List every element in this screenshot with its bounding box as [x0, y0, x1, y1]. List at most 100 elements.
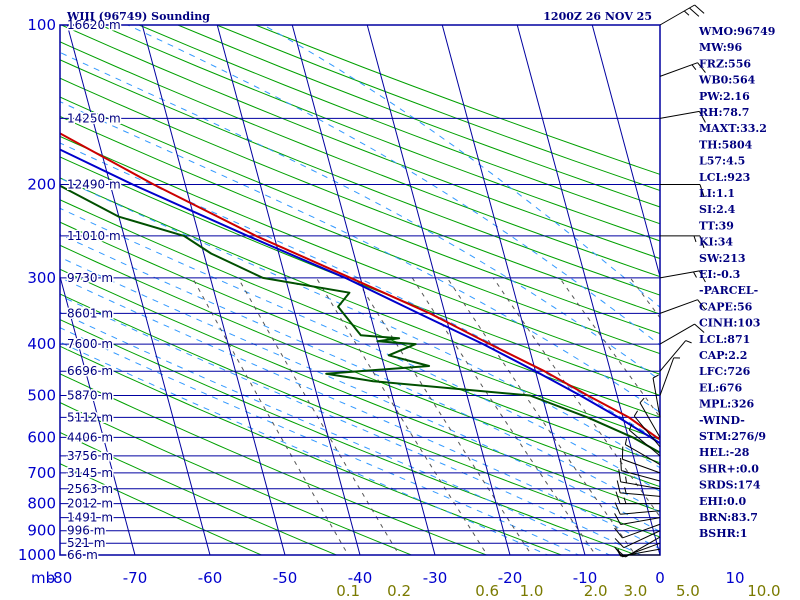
index-value: BRN:83.7	[699, 511, 758, 524]
mixing-ratio-label: 2.0	[584, 582, 608, 600]
height-label: 3756 m	[67, 449, 113, 463]
height-label: 996 m	[67, 524, 105, 538]
wind-barb-half-flag	[693, 271, 697, 278]
temperature-tick-label: -10	[573, 569, 598, 587]
wind-barb-flag	[616, 480, 621, 493]
index-value: CAPE:56	[699, 300, 753, 313]
dry-adiabat	[60, 221, 660, 464]
wind-barb-staff	[620, 517, 661, 526]
index-value: EHI:0.0	[699, 495, 746, 508]
wind-barb-flag	[614, 546, 623, 558]
mixing-ratio-label: 0.1	[336, 582, 360, 600]
dry-adiabat	[60, 319, 638, 555]
temperature-tick-label: -40	[348, 569, 373, 587]
height-label: 1491 m	[67, 511, 113, 525]
height-label: 521 m	[67, 536, 105, 550]
isotherm	[60, 274, 136, 555]
pressure-tick-label: 300	[27, 269, 56, 287]
mixing-ratio-label: 3.0	[623, 582, 647, 600]
wind-barb-flag	[615, 491, 621, 504]
wind-barb-flag	[618, 469, 622, 482]
wind-barb-flag	[699, 184, 705, 197]
wind-barb-staff	[625, 444, 661, 465]
index-value: STM:276/9	[699, 430, 766, 443]
wind-barb-half-flag	[639, 397, 645, 404]
moist-adiabat	[60, 51, 660, 381]
wind-barb-flag	[620, 457, 622, 471]
temperature-tick-label: -60	[198, 569, 223, 587]
mixing-ratio-label: 10.0	[747, 582, 780, 600]
wind-barb	[614, 523, 661, 539]
wind-barb	[659, 299, 706, 314]
mixing-ratio-line	[315, 277, 488, 555]
pressure-tick-label: 900	[27, 522, 56, 540]
isotherm	[516, 25, 660, 555]
wind-barb	[620, 457, 661, 482]
wind-barb	[659, 110, 706, 123]
height-label: 3145 m	[67, 466, 113, 480]
index-value: CAP:2.2	[699, 349, 747, 362]
dry-adiabat	[60, 115, 660, 355]
pressure-tick-label: 700	[27, 464, 56, 482]
temperature-tick-label: -20	[498, 569, 523, 587]
dry-adiabat	[60, 373, 488, 555]
height-label: 11010 m	[67, 229, 121, 243]
temperature-tick-label: 10	[725, 569, 744, 587]
wind-barb	[624, 438, 661, 465]
height-label: 14250 m	[67, 111, 121, 125]
isotherm	[66, 25, 211, 555]
pressure-tick-label: 800	[27, 495, 56, 513]
mixing-ratio-line	[192, 277, 349, 555]
dry-adiabat	[60, 463, 263, 555]
wind-barb-flag	[694, 323, 705, 333]
dry-adiabat	[60, 345, 563, 555]
plot-frame	[59, 24, 661, 556]
height-label: 2012 m	[67, 497, 113, 511]
isotherm	[141, 25, 286, 555]
parcel-trace	[60, 148, 660, 445]
wind-barb-flag	[697, 62, 706, 73]
wind-barb-flag	[614, 502, 621, 515]
mixing-ratio-label: 0.6	[475, 582, 499, 600]
wind-barb-half-flag	[624, 438, 628, 445]
height-label: 66 m	[67, 548, 98, 562]
mixing-ratio-label: 5.0	[676, 582, 700, 600]
wind-barb	[633, 410, 661, 448]
wind-barb-half-flag	[625, 476, 628, 483]
dry-adiabat	[60, 59, 660, 296]
plot-lines	[60, 25, 660, 555]
wind-barb-half-flag	[685, 340, 692, 344]
index-value: MPL:326	[699, 398, 755, 411]
wind-barb-staff	[659, 4, 695, 26]
wind-barb	[660, 184, 705, 197]
index-value: CINH:103	[699, 317, 760, 330]
temperature-tick-label: -70	[123, 569, 148, 587]
index-value: WB0:564	[698, 74, 756, 87]
wind-barb-half-flag	[652, 374, 659, 379]
index-value: TH:5804	[699, 138, 753, 151]
wind-barb-staff	[620, 481, 661, 490]
pressure-tick-label: 1000	[18, 546, 56, 564]
moist-adiabat	[60, 327, 580, 555]
index-value: SW:213	[699, 252, 746, 265]
index-value: LCL:871	[699, 333, 750, 346]
index-value: SHR+:0.0	[699, 462, 759, 475]
isotherm	[591, 25, 660, 279]
wind-barb-half-flag	[691, 64, 697, 70]
index-value: FRZ:556	[699, 57, 751, 70]
wind-barb-staff	[620, 492, 661, 497]
index-value: PW:2.16	[699, 90, 750, 103]
moist-adiabat	[60, 207, 660, 492]
moist-adiabat	[60, 311, 611, 555]
dry-adiabat	[60, 402, 413, 555]
wind-barb	[616, 480, 661, 497]
temperature-tick-label: -30	[423, 569, 448, 587]
wind-barb-staff	[625, 536, 661, 558]
wind-barb-staff	[652, 377, 661, 418]
index-value: WMO:96749	[698, 25, 775, 38]
height-label: 5112 m	[67, 410, 113, 424]
wind-barb	[659, 270, 706, 283]
wind-barb-staff	[659, 357, 675, 396]
wind-barb	[614, 530, 661, 549]
wind-barb-half-flag	[628, 424, 633, 431]
